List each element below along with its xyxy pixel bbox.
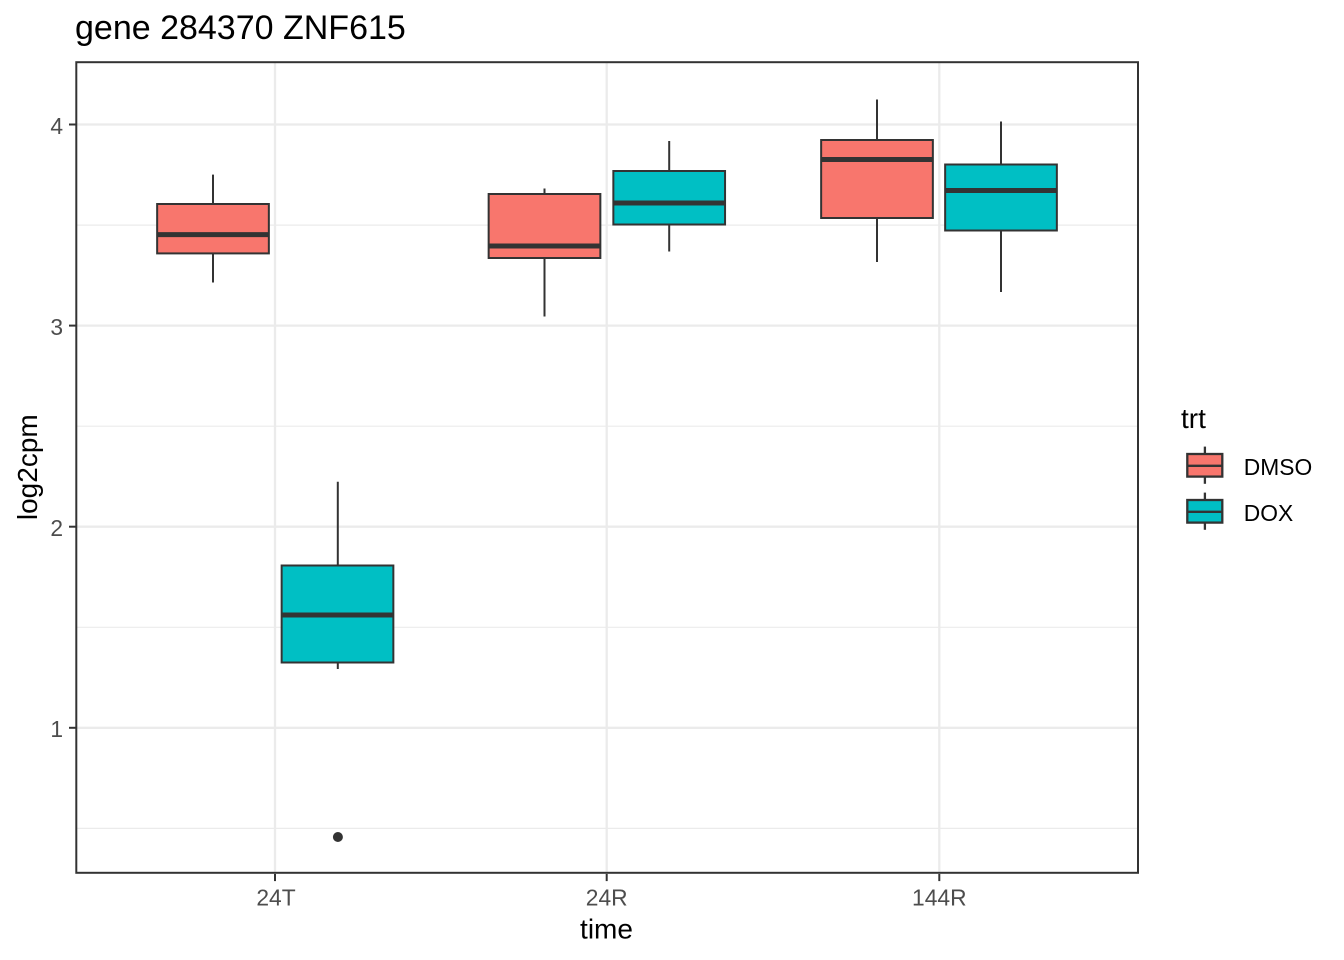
svg-text:time: time — [580, 914, 633, 945]
svg-text:DMSO: DMSO — [1244, 454, 1312, 480]
svg-text:1: 1 — [50, 716, 63, 742]
svg-text:2: 2 — [50, 515, 63, 541]
svg-text:log2cpm: log2cpm — [12, 414, 43, 520]
svg-text:trt: trt — [1181, 403, 1206, 434]
svg-text:3: 3 — [50, 314, 63, 340]
svg-text:24T: 24T — [256, 884, 295, 910]
svg-text:24R: 24R — [586, 884, 628, 910]
svg-text:gene 284370 ZNF615: gene 284370 ZNF615 — [75, 9, 406, 47]
svg-text:DOX: DOX — [1244, 500, 1293, 526]
svg-text:4: 4 — [50, 113, 63, 139]
svg-text:144R: 144R — [912, 884, 967, 910]
